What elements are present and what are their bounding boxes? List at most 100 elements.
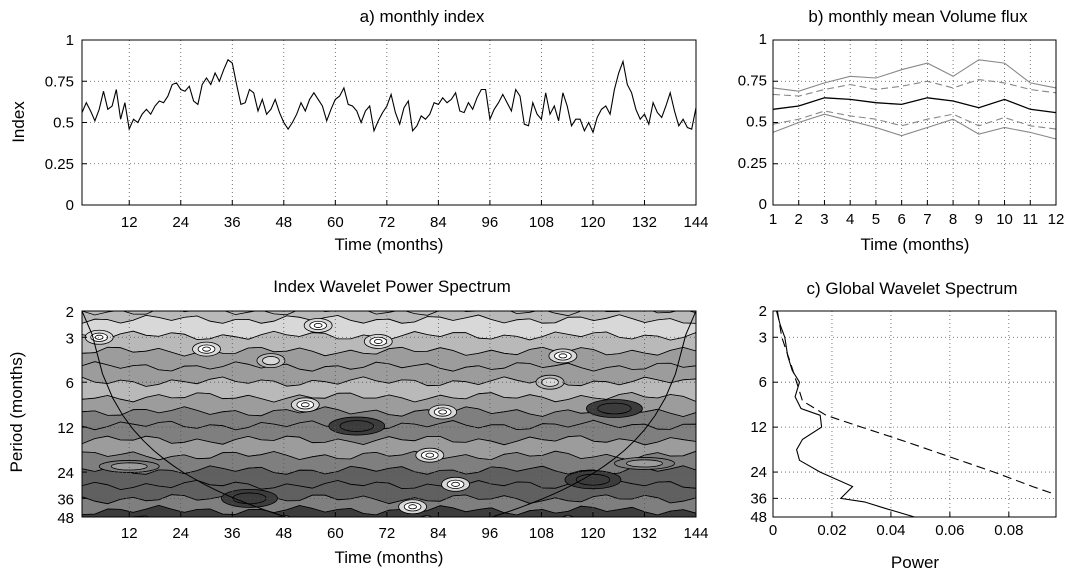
wps-xlabel: Time (months) bbox=[335, 548, 444, 567]
panel-monthly-index: a) monthly index 12 24 36 48 60 72 84 96 108 120 1… bbox=[9, 7, 709, 254]
panel-c-plot bbox=[775, 311, 1056, 517]
power-contour bbox=[597, 402, 632, 415]
panel-c-frame bbox=[772, 310, 1057, 518]
power-contour bbox=[339, 420, 374, 432]
x-tick-label: 7 bbox=[923, 211, 931, 228]
power-contour bbox=[451, 481, 460, 487]
global-spectrum-line bbox=[775, 311, 915, 517]
panel-b-xlabel: Time (months) bbox=[861, 235, 970, 254]
y-tick-label: 0.75 bbox=[45, 73, 74, 90]
panel-b-plot bbox=[772, 59, 1057, 140]
significance-line bbox=[776, 311, 1056, 496]
x-tick-label: 144 bbox=[683, 525, 708, 542]
x-tick-label: 5 bbox=[872, 211, 880, 228]
y-tick-label: 24 bbox=[750, 464, 767, 481]
y-tick-label: 2 bbox=[66, 304, 74, 321]
cone-of-influence bbox=[82, 311, 696, 517]
x-tick-label: 6 bbox=[897, 211, 905, 228]
x-tick-label: 60 bbox=[327, 214, 344, 231]
y-tick-label: 6 bbox=[66, 375, 74, 392]
x-tick-label: 2 bbox=[795, 211, 803, 228]
panel-a-ylabel: Index bbox=[9, 101, 28, 143]
y-tick-label: 36 bbox=[57, 491, 74, 508]
power-contour bbox=[300, 402, 310, 408]
x-tick-label: 108 bbox=[529, 525, 554, 542]
power-contour bbox=[313, 322, 323, 328]
x-tick-label: 108 bbox=[529, 214, 554, 231]
power-contour bbox=[232, 492, 267, 505]
y-tick-label: 3 bbox=[759, 329, 767, 346]
wps-ylabel: Period (months) bbox=[7, 352, 26, 473]
x-tick-label: 11 bbox=[1022, 211, 1038, 228]
y-tick-label: 0.25 bbox=[738, 155, 767, 172]
power-contour bbox=[94, 334, 104, 340]
panel-volume-flux: b) monthly mean Volume flux 1 2 3 4 5 6 7 8 9 10 1… bbox=[738, 7, 1065, 254]
x-tick-label: 36 bbox=[224, 525, 241, 542]
x-tick-label: 48 bbox=[275, 214, 292, 231]
x-tick-label: 8 bbox=[949, 211, 957, 228]
x-tick-label: 12 bbox=[121, 214, 138, 231]
x-tick-label: 48 bbox=[275, 525, 292, 542]
x-tick-label: 10 bbox=[996, 211, 1013, 228]
x-tick-label: 84 bbox=[430, 214, 447, 231]
panel-global-wavelet-spectrum: c) Global Wavelet Spectrum 0 0.02 0.04 0.06… bbox=[750, 279, 1057, 572]
y-tick-label: 0 bbox=[66, 197, 74, 214]
x-tick-label: 144 bbox=[683, 214, 708, 231]
y-tick-label: 0.5 bbox=[746, 114, 767, 131]
y-tick-label: 36 bbox=[750, 490, 767, 507]
x-tick-label: 72 bbox=[379, 214, 396, 231]
y-tick-label: 0.25 bbox=[45, 156, 74, 173]
x-tick-label: 4 bbox=[846, 211, 854, 228]
y-tick-label: 2 bbox=[759, 303, 767, 320]
x-tick-label: 3 bbox=[820, 211, 828, 228]
power-contour bbox=[425, 452, 435, 458]
panel-c-title: c) Global Wavelet Spectrum bbox=[807, 279, 1018, 298]
x-tick-label: 132 bbox=[632, 525, 657, 542]
y-tick-label: 1 bbox=[66, 32, 74, 49]
power-contour bbox=[373, 338, 383, 344]
wps-frame bbox=[81, 310, 697, 518]
index-line bbox=[81, 58, 697, 135]
x-tick-label: 132 bbox=[632, 214, 657, 231]
wps-title: Index Wavelet Power Spectrum bbox=[273, 277, 510, 296]
y-tick-label: 0 bbox=[759, 196, 767, 213]
x-tick-label: 96 bbox=[482, 525, 499, 542]
panel-wavelet-power-spectrum: Index Wavelet Power Spectrum 12 24 36 48 60 7… bbox=[7, 277, 709, 567]
y-tick-label: 6 bbox=[759, 374, 767, 391]
power-contour bbox=[262, 356, 280, 366]
x-tick-label: 12 bbox=[1048, 211, 1065, 228]
x-tick-label: 9 bbox=[975, 211, 983, 228]
panel-a-title: a) monthly index bbox=[360, 7, 485, 26]
wps-plot bbox=[82, 311, 696, 517]
y-tick-label: 0.5 bbox=[53, 115, 74, 132]
x-tick-label: 24 bbox=[172, 214, 189, 231]
power-contour bbox=[202, 346, 211, 352]
x-tick-label: 24 bbox=[172, 525, 189, 542]
x-tick-label: 96 bbox=[482, 214, 499, 231]
x-tick-label: 12 bbox=[121, 525, 138, 542]
panel-a-xlabel: Time (months) bbox=[335, 235, 444, 254]
y-tick-label: 48 bbox=[750, 509, 767, 526]
power-contour bbox=[558, 353, 568, 359]
panel-a-plot bbox=[81, 58, 697, 135]
power-contour bbox=[438, 409, 447, 415]
flux-series-line bbox=[772, 59, 1057, 92]
y-tick-label: 12 bbox=[57, 420, 74, 437]
power-contour bbox=[408, 504, 417, 510]
y-tick-label: 48 bbox=[57, 510, 74, 527]
y-tick-label: 3 bbox=[66, 330, 74, 347]
x-tick-label: 0.06 bbox=[935, 522, 964, 539]
y-tick-label: 0.75 bbox=[738, 72, 767, 89]
x-tick-label: 1 bbox=[769, 211, 777, 228]
x-tick-label: 0 bbox=[769, 522, 777, 539]
x-tick-label: 0.02 bbox=[817, 522, 846, 539]
x-tick-label: 84 bbox=[430, 525, 447, 542]
panel-a-ticks: 12 24 36 48 60 72 84 96 108 120 132 144 0 0.25 0.5 0.75… bbox=[45, 32, 709, 231]
flux-series-line bbox=[772, 79, 1057, 97]
x-tick-label: 120 bbox=[580, 525, 605, 542]
x-tick-label: 72 bbox=[379, 525, 396, 542]
